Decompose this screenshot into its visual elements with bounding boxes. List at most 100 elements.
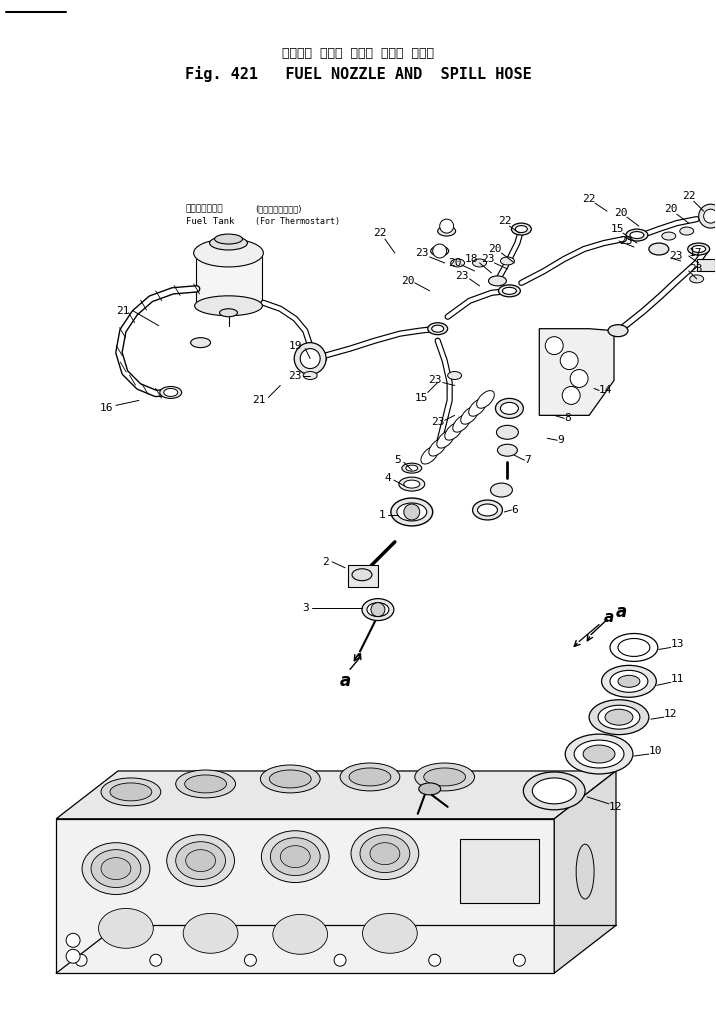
Ellipse shape xyxy=(532,777,576,804)
Ellipse shape xyxy=(424,768,465,786)
Ellipse shape xyxy=(421,447,438,464)
Text: 12: 12 xyxy=(664,709,677,720)
Ellipse shape xyxy=(576,844,594,899)
Circle shape xyxy=(300,348,320,368)
Ellipse shape xyxy=(261,830,329,882)
Text: Fig. 421   FUEL NOZZLE AND  SPILL HOSE: Fig. 421 FUEL NOZZLE AND SPILL HOSE xyxy=(185,66,531,81)
Text: 2: 2 xyxy=(321,557,329,566)
Ellipse shape xyxy=(432,325,444,332)
Ellipse shape xyxy=(82,842,150,894)
Text: 5: 5 xyxy=(395,455,401,465)
Ellipse shape xyxy=(511,223,531,235)
Text: 23: 23 xyxy=(455,271,468,281)
Ellipse shape xyxy=(690,275,704,283)
Ellipse shape xyxy=(370,842,400,865)
Ellipse shape xyxy=(406,465,417,471)
Text: 14: 14 xyxy=(599,386,613,396)
Text: 20: 20 xyxy=(448,258,461,268)
Circle shape xyxy=(546,337,563,354)
Ellipse shape xyxy=(280,845,310,868)
Ellipse shape xyxy=(271,837,320,876)
Text: 15: 15 xyxy=(415,394,428,403)
Ellipse shape xyxy=(397,503,427,521)
Text: (サーモスタート用): (サーモスタート用) xyxy=(256,205,302,214)
Ellipse shape xyxy=(437,226,455,236)
Text: 11: 11 xyxy=(671,674,684,684)
Text: 6: 6 xyxy=(511,505,518,515)
Ellipse shape xyxy=(110,783,152,801)
Ellipse shape xyxy=(273,915,328,954)
Ellipse shape xyxy=(473,259,486,267)
Text: 3: 3 xyxy=(302,603,309,613)
Text: 22: 22 xyxy=(373,228,387,239)
Ellipse shape xyxy=(610,670,648,692)
Ellipse shape xyxy=(101,858,131,880)
Ellipse shape xyxy=(618,638,650,657)
Text: 8: 8 xyxy=(564,413,571,423)
Circle shape xyxy=(66,934,80,947)
Ellipse shape xyxy=(473,500,503,520)
Ellipse shape xyxy=(215,234,243,244)
Text: 21: 21 xyxy=(251,396,265,405)
Ellipse shape xyxy=(362,599,394,620)
Circle shape xyxy=(334,954,346,966)
Text: 23: 23 xyxy=(428,376,442,386)
Ellipse shape xyxy=(164,389,178,397)
Circle shape xyxy=(704,209,716,223)
Circle shape xyxy=(150,954,162,966)
Text: 9: 9 xyxy=(557,435,564,446)
Ellipse shape xyxy=(160,387,182,399)
Circle shape xyxy=(440,219,454,233)
Text: 23: 23 xyxy=(619,236,632,246)
Text: 23: 23 xyxy=(289,370,302,381)
Ellipse shape xyxy=(220,309,238,317)
Ellipse shape xyxy=(601,666,657,697)
Ellipse shape xyxy=(183,914,238,953)
Ellipse shape xyxy=(351,828,419,880)
Text: 16: 16 xyxy=(100,403,112,413)
Ellipse shape xyxy=(692,246,706,253)
Ellipse shape xyxy=(498,445,518,456)
Circle shape xyxy=(699,204,716,228)
Text: a: a xyxy=(339,672,351,690)
Ellipse shape xyxy=(523,772,585,810)
Polygon shape xyxy=(554,771,616,973)
Text: 12: 12 xyxy=(609,802,622,812)
Circle shape xyxy=(371,603,385,616)
Ellipse shape xyxy=(340,763,400,791)
Ellipse shape xyxy=(101,777,161,806)
Ellipse shape xyxy=(503,287,516,294)
Text: 23: 23 xyxy=(689,264,702,274)
Text: 23: 23 xyxy=(415,248,428,258)
Circle shape xyxy=(75,954,87,966)
Ellipse shape xyxy=(662,232,676,240)
Bar xyxy=(697,259,715,271)
Ellipse shape xyxy=(167,834,234,886)
Ellipse shape xyxy=(391,498,432,526)
Text: Fuel Tank: Fuel Tank xyxy=(185,216,234,225)
Ellipse shape xyxy=(210,236,248,250)
Ellipse shape xyxy=(261,765,320,793)
Text: フェエルタンク: フェエルタンク xyxy=(185,205,223,214)
Ellipse shape xyxy=(495,399,523,418)
Text: 20: 20 xyxy=(614,208,628,218)
Ellipse shape xyxy=(496,425,518,439)
Ellipse shape xyxy=(605,709,633,725)
Circle shape xyxy=(432,244,447,258)
Ellipse shape xyxy=(589,699,649,735)
Text: 23: 23 xyxy=(669,251,682,261)
Text: 7: 7 xyxy=(524,455,531,465)
Ellipse shape xyxy=(598,705,640,729)
Ellipse shape xyxy=(360,834,410,873)
Text: 18: 18 xyxy=(465,254,478,264)
Ellipse shape xyxy=(610,633,658,662)
Ellipse shape xyxy=(175,770,236,798)
Circle shape xyxy=(560,351,578,369)
Ellipse shape xyxy=(490,483,513,497)
Text: 23: 23 xyxy=(480,254,494,264)
Ellipse shape xyxy=(469,399,486,416)
Polygon shape xyxy=(56,771,616,819)
Text: 23: 23 xyxy=(431,417,445,427)
Circle shape xyxy=(562,387,580,404)
Circle shape xyxy=(294,343,326,375)
